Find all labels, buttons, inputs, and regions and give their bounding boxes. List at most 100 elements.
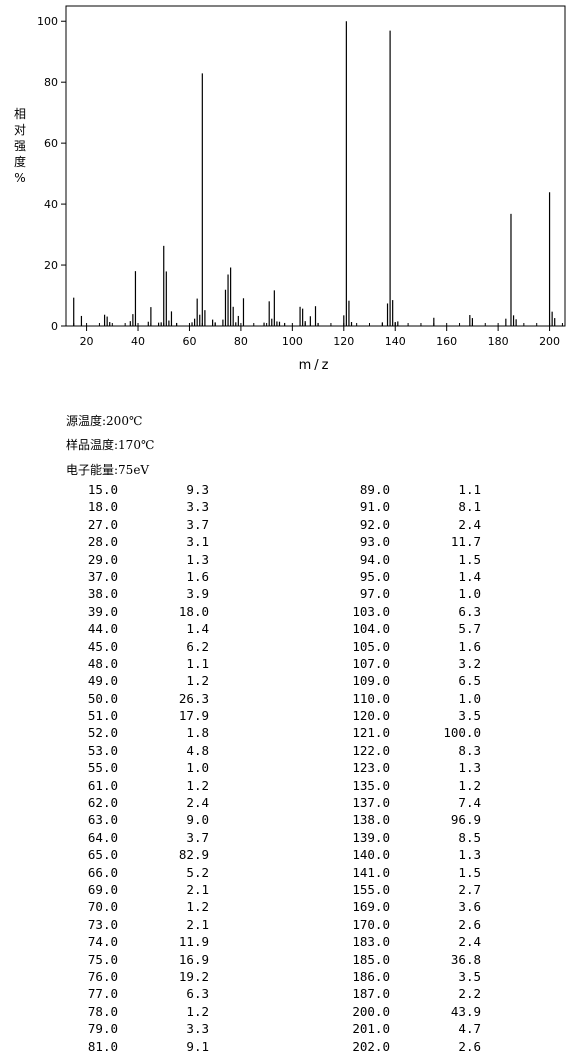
mz-value: 77.0 bbox=[87, 986, 118, 1002]
plot-frame bbox=[65, 5, 566, 327]
mz-value: 105.0 bbox=[352, 638, 390, 654]
intensity-value: 3.6 bbox=[458, 899, 481, 915]
mz-value: 135.0 bbox=[352, 777, 390, 793]
mz-value: 63.0 bbox=[87, 812, 118, 828]
mz-value: 139.0 bbox=[352, 829, 390, 845]
intensity-value: 1.6 bbox=[186, 568, 209, 584]
mz-value: 29.0 bbox=[87, 551, 118, 567]
intensity-value: 9.0 bbox=[186, 812, 209, 828]
intensity-value: 1.0 bbox=[458, 586, 481, 602]
mz-value: 38.0 bbox=[87, 586, 118, 602]
intensity-value: 1.0 bbox=[186, 760, 209, 776]
intensity-value: 1.2 bbox=[186, 899, 209, 915]
intensity-value: 9.1 bbox=[186, 1038, 209, 1054]
intensity-value: 6.3 bbox=[458, 603, 481, 619]
mz-value: 66.0 bbox=[87, 864, 118, 880]
x-tick-label-100: 100 bbox=[282, 335, 303, 348]
intensity-value: 1.5 bbox=[458, 551, 481, 567]
mz-value: 75.0 bbox=[87, 951, 118, 967]
mz-value: 94.0 bbox=[359, 551, 390, 567]
intensity-value: 8.1 bbox=[458, 499, 481, 515]
intensity-value: 6.5 bbox=[458, 673, 481, 689]
x-axis-label: m/z bbox=[299, 358, 332, 373]
intensity-value: 3.9 bbox=[186, 586, 209, 602]
mz-value: 50.0 bbox=[87, 690, 118, 706]
intensity-value: 17.9 bbox=[178, 708, 209, 724]
mz-value: 110.0 bbox=[352, 690, 390, 706]
mz-value: 55.0 bbox=[87, 760, 118, 776]
intensity-value: 16.9 bbox=[178, 951, 209, 967]
intensity-value: 4.8 bbox=[186, 742, 209, 758]
intensity-value: 1.2 bbox=[186, 777, 209, 793]
mz-value: 91.0 bbox=[359, 499, 390, 515]
intensity-value: 11.9 bbox=[178, 934, 209, 950]
mz-value: 52.0 bbox=[87, 725, 118, 741]
mz-value: 123.0 bbox=[352, 760, 390, 776]
mz-value: 200.0 bbox=[352, 1003, 390, 1019]
intensity-value: 6.2 bbox=[186, 638, 209, 654]
mz-value: 89.0 bbox=[359, 482, 390, 497]
mz-value: 81.0 bbox=[87, 1038, 118, 1054]
intensity-value: 1.5 bbox=[458, 864, 481, 880]
mz-value: 120.0 bbox=[352, 708, 390, 724]
mz-value: 49.0 bbox=[87, 673, 118, 689]
mz-value: 109.0 bbox=[352, 673, 390, 689]
x-tick-label-40: 40 bbox=[131, 335, 145, 348]
intensity-value: 2.4 bbox=[458, 934, 481, 950]
intensity-value: 2.4 bbox=[458, 516, 481, 532]
mz-value: 18.0 bbox=[87, 499, 118, 515]
x-axis-ticks: 20 40 60 80 100 120 140 160 180 200 bbox=[80, 326, 560, 348]
intensity-value: 11.7 bbox=[450, 534, 481, 550]
intensity-value: 7.4 bbox=[458, 795, 481, 811]
intensity-value: 3.3 bbox=[186, 1021, 209, 1037]
y-axis-label: 相对强度% bbox=[14, 107, 26, 185]
y-axis-ticks: 0 20 40 60 80 100 bbox=[37, 15, 66, 333]
intensity-value: 1.4 bbox=[458, 568, 481, 584]
intensity-value: 1.4 bbox=[186, 621, 209, 637]
mz-value: 51.0 bbox=[87, 708, 118, 724]
mz-value: 185.0 bbox=[352, 951, 390, 967]
mz-value: 70.0 bbox=[87, 899, 118, 915]
intensity-value: 3.5 bbox=[458, 968, 481, 984]
intensity-value: 3.3 bbox=[186, 499, 209, 515]
intensity-value: 4.7 bbox=[458, 1021, 481, 1037]
x-tick-label-120: 120 bbox=[333, 335, 354, 348]
intensity-value: 36.8 bbox=[450, 951, 481, 967]
mz-value: 141.0 bbox=[352, 864, 390, 880]
mz-value: 45.0 bbox=[87, 638, 118, 654]
intensity-value: 1.2 bbox=[458, 777, 481, 793]
intensity-value: 1.3 bbox=[458, 847, 481, 863]
mz-value: 183.0 bbox=[352, 934, 390, 950]
intensity-value: 2.6 bbox=[458, 1038, 481, 1054]
intensity-value: 3.7 bbox=[186, 516, 209, 532]
intensity-value: 1.8 bbox=[186, 725, 209, 741]
mz-value: 95.0 bbox=[359, 568, 390, 584]
mz-value: 107.0 bbox=[352, 655, 390, 671]
intensity-value: 6.3 bbox=[186, 986, 209, 1002]
x-tick-label-160: 160 bbox=[436, 335, 457, 348]
intensity-value: 1.1 bbox=[186, 655, 209, 671]
mz-value: 170.0 bbox=[352, 916, 390, 932]
intensity-value: 2.6 bbox=[458, 916, 481, 932]
y-tick-label-0: 0 bbox=[51, 320, 58, 333]
mz-value: 69.0 bbox=[87, 881, 118, 897]
y-tick-label-20: 20 bbox=[44, 259, 58, 272]
mz-value: 53.0 bbox=[87, 742, 118, 758]
mz-value: 201.0 bbox=[352, 1021, 390, 1037]
x-tick-label-180: 180 bbox=[488, 335, 509, 348]
y-tick-label-60: 60 bbox=[44, 137, 58, 150]
intensity-value: 3.5 bbox=[458, 708, 481, 724]
mz-value: 79.0 bbox=[87, 1021, 118, 1037]
intensity-value: 5.2 bbox=[186, 864, 209, 880]
intensity-value: 3.2 bbox=[458, 655, 481, 671]
mz-value: 97.0 bbox=[359, 586, 390, 602]
mz-value: 93.0 bbox=[359, 534, 390, 550]
intensity-value: 2.1 bbox=[186, 881, 209, 897]
intensity-value: 2.2 bbox=[458, 986, 481, 1002]
y-tick-label-100: 100 bbox=[37, 15, 58, 28]
mz-value: 155.0 bbox=[352, 881, 390, 897]
intensity-value: 19.2 bbox=[178, 968, 209, 984]
mz-value: 74.0 bbox=[87, 934, 118, 950]
intensity-value: 8.3 bbox=[458, 742, 481, 758]
